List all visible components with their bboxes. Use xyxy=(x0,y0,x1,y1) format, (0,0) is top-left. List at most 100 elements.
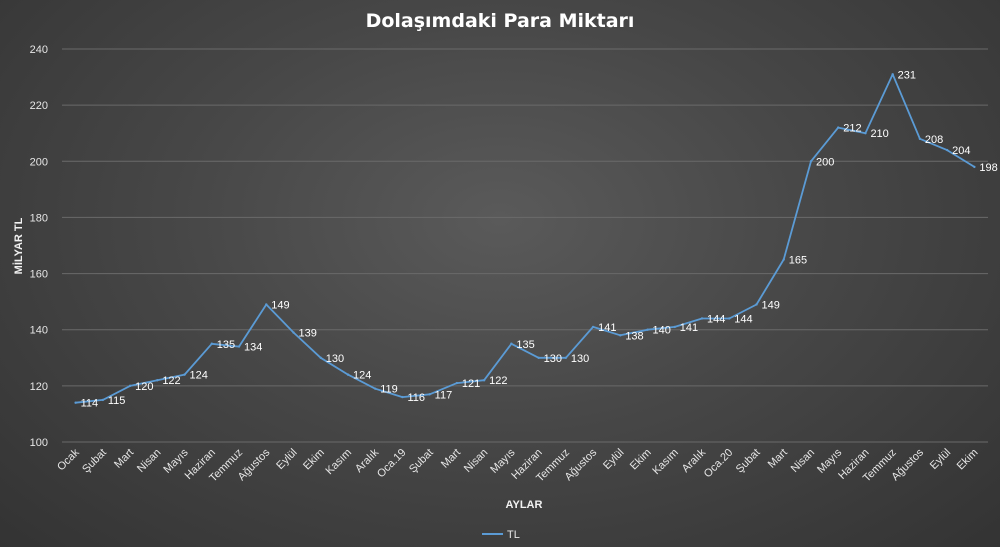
data-label: 121 xyxy=(462,378,480,390)
data-point xyxy=(700,317,704,320)
data-label: 119 xyxy=(380,384,398,396)
data-label: 135 xyxy=(217,339,235,351)
data-point xyxy=(673,325,676,329)
x-tick-label: Eylül xyxy=(601,447,626,472)
data-label: 120 xyxy=(135,381,153,393)
data-label: 138 xyxy=(625,330,643,342)
x-tick-label: Mart xyxy=(439,447,463,471)
data-label: 117 xyxy=(435,389,453,401)
y-tick-label: 140 xyxy=(30,325,48,337)
x-tick-label: Nisan xyxy=(789,447,817,475)
data-label: 134 xyxy=(244,342,262,354)
data-point xyxy=(837,126,840,129)
data-label: 210 xyxy=(870,128,888,140)
data-point xyxy=(510,342,513,345)
x-tick-label: Mart xyxy=(766,447,790,471)
y-axis-title: MİLYAR TL xyxy=(12,217,25,274)
x-tick-label: Ocak xyxy=(55,446,82,473)
data-label: 135 xyxy=(516,339,534,351)
data-label: 140 xyxy=(653,325,671,337)
x-axis-title: AYLAR xyxy=(506,499,543,511)
x-tick-label: Kasım xyxy=(650,447,681,478)
series-line xyxy=(75,73,975,404)
x-tick-label: Mart xyxy=(112,447,136,471)
data-labels: 114 115 120 122 124 135 134 149 139 130 124 119 116 1… xyxy=(81,69,998,409)
data-point xyxy=(482,379,486,382)
data-label: 114 xyxy=(81,398,99,410)
series-layer xyxy=(74,73,976,404)
data-label: 116 xyxy=(407,392,425,404)
data-label: 144 xyxy=(707,313,725,325)
data-point xyxy=(973,165,976,169)
data-point xyxy=(292,331,295,334)
y-tick-label: 120 xyxy=(30,381,48,393)
x-tick-label: Şubat xyxy=(80,447,109,476)
x-tick-label: Oca.20 xyxy=(702,447,736,481)
data-point xyxy=(74,401,77,404)
data-point xyxy=(755,303,758,306)
legend-label: TL xyxy=(507,529,520,541)
y-tick-label: 200 xyxy=(30,156,48,168)
data-point xyxy=(945,148,949,152)
x-tick-label: Oca.19 xyxy=(375,447,409,481)
x-tick-label: Eylül xyxy=(274,447,299,472)
x-tick-label: Nisan xyxy=(462,447,490,475)
data-point xyxy=(891,73,894,76)
data-label: 139 xyxy=(299,328,317,340)
x-tick-label: Şubat xyxy=(734,447,763,476)
data-point xyxy=(265,303,268,306)
legend: TL xyxy=(482,529,520,541)
data-point xyxy=(128,384,132,388)
data-label: 122 xyxy=(162,375,180,387)
data-label: 141 xyxy=(598,322,616,334)
data-label: 144 xyxy=(734,313,752,325)
data-point xyxy=(183,373,186,376)
y-tick-label: 100 xyxy=(30,437,48,449)
data-point xyxy=(428,393,431,396)
data-point xyxy=(101,398,105,402)
data-label: 198 xyxy=(979,162,997,174)
data-point xyxy=(210,342,213,345)
data-point xyxy=(564,356,568,359)
data-point xyxy=(782,258,785,261)
x-tick-label: Ekim xyxy=(955,447,981,473)
data-label: 130 xyxy=(571,353,589,365)
data-point xyxy=(619,334,622,337)
data-point xyxy=(319,356,322,359)
data-label: 200 xyxy=(816,156,834,168)
y-tick-label: 240 xyxy=(30,44,48,56)
data-label: 130 xyxy=(326,353,344,365)
data-point xyxy=(809,160,813,163)
x-tick-label: Şubat xyxy=(407,447,436,476)
data-label: 124 xyxy=(353,370,371,382)
data-point xyxy=(537,356,540,359)
data-label: 212 xyxy=(843,123,861,135)
gridlines xyxy=(62,48,988,443)
y-tick-label: 160 xyxy=(30,269,48,281)
data-point xyxy=(646,328,649,331)
y-axis-ticks: 100 120 140 160 180 200 220 240 xyxy=(30,44,48,449)
y-tick-label: 220 xyxy=(30,100,48,112)
data-point xyxy=(401,395,404,399)
data-label: 165 xyxy=(789,255,807,267)
x-tick-label: Eylül xyxy=(928,447,953,472)
data-point xyxy=(918,137,922,141)
data-label: 115 xyxy=(108,395,126,407)
x-tick-label: Nisan xyxy=(135,447,163,475)
data-point xyxy=(591,325,595,329)
data-label: 149 xyxy=(762,299,780,311)
data-label: 130 xyxy=(544,353,562,365)
data-point xyxy=(455,381,459,385)
data-label: 124 xyxy=(190,370,208,382)
data-label: 122 xyxy=(489,375,507,387)
data-point xyxy=(864,132,867,135)
data-label: 141 xyxy=(680,322,698,334)
data-label: 231 xyxy=(898,69,916,81)
data-label: 208 xyxy=(925,134,943,146)
data-label: 204 xyxy=(952,145,970,157)
data-label: 149 xyxy=(271,299,289,311)
x-tick-label: Kasım xyxy=(324,447,355,478)
